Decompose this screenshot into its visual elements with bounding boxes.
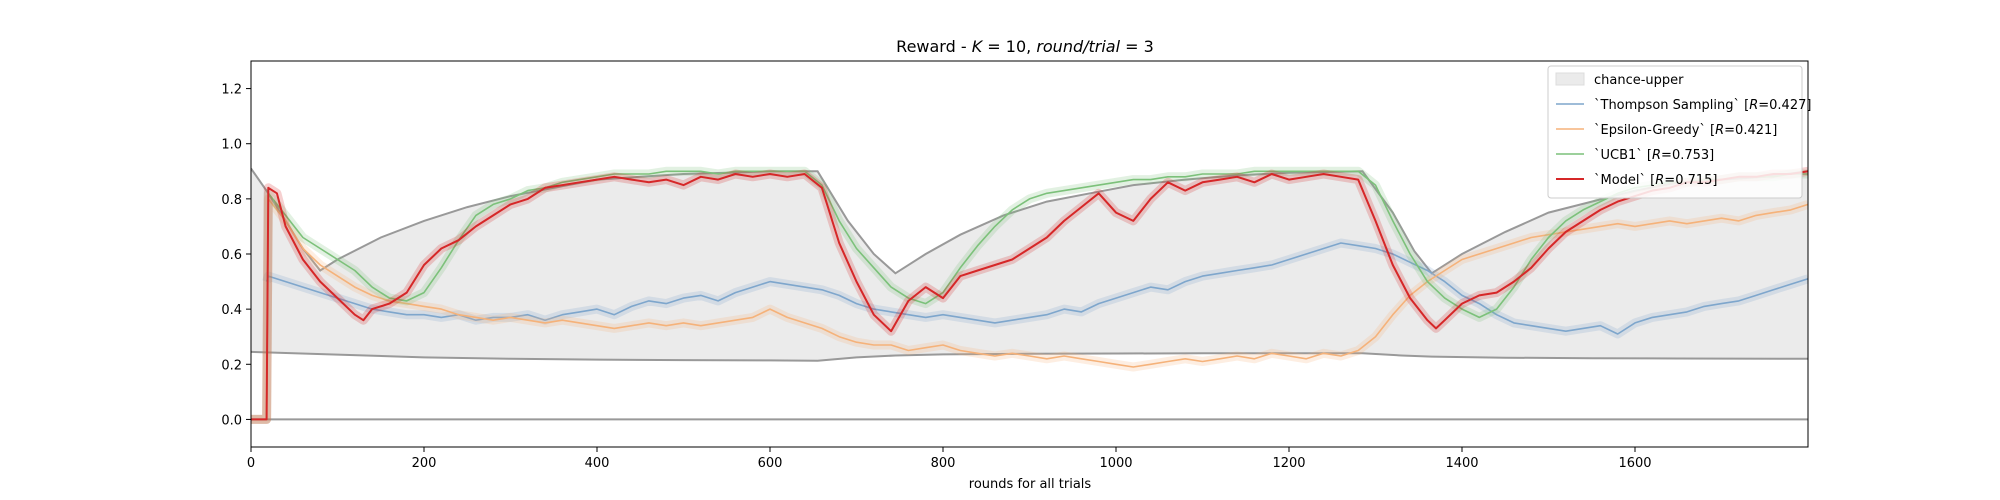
x-tick-label: 0 xyxy=(247,456,255,471)
legend-box xyxy=(1547,65,1803,199)
y-tick-label: 0.2 xyxy=(221,358,242,373)
plot-area xyxy=(251,166,1808,424)
y-tick-label: 0.6 xyxy=(221,248,242,263)
legend-label-series-0: `Thompson Sampling` [R=0.427] xyxy=(1594,98,1811,113)
series-2-line xyxy=(251,170,1808,421)
x-tick-label: 800 xyxy=(931,456,956,471)
chance-upper-line xyxy=(251,167,1808,275)
x-tick-label: 1400 xyxy=(1445,456,1478,471)
y-tick-label: 0.4 xyxy=(221,303,242,318)
x-tick-label: 1200 xyxy=(1272,456,1305,471)
x-tick-label: 600 xyxy=(758,456,783,471)
series-group xyxy=(251,166,1808,424)
legend-label-series-3: `Model` [R=0.715] xyxy=(1594,173,1717,188)
legend-label-series-2: `UCB1` [R=0.753] xyxy=(1594,148,1714,163)
x-tick-label: 400 xyxy=(585,456,610,471)
chance-upper-band xyxy=(251,168,1808,361)
y-tick-label: 1.2 xyxy=(221,83,242,98)
legend: chance-upper `Thompson Sampling` [R=0.427… xyxy=(1547,65,1811,199)
y-tick-label: 0.8 xyxy=(221,193,242,208)
y-tick-label: 1.0 xyxy=(221,138,242,153)
series-1-line xyxy=(251,198,1808,421)
legend-items: chance-upper `Thompson Sampling` [R=0.427… xyxy=(1555,72,1811,188)
series-3-line xyxy=(251,170,1808,421)
y-tick-label: 0.0 xyxy=(221,413,242,428)
chart-title: Reward - K = 10, round/trial = 3 xyxy=(896,37,1154,56)
legend-label-series-1: `Epsilon-Greedy` [R=0.421] xyxy=(1594,123,1777,138)
y-axis: 0.0 0.2 0.4 0.6 0.8 1.0 1.2 xyxy=(221,83,251,428)
legend-label-chance-upper: chance-upper xyxy=(1594,73,1684,88)
x-axis: 0 200 400 600 800 1000 1200 1400 1600 xyxy=(247,447,1652,471)
x-tick-label: 1600 xyxy=(1618,456,1651,471)
x-tick-label: 200 xyxy=(412,456,437,471)
x-axis-label: rounds for all trials xyxy=(969,477,1092,492)
legend-swatch-chance-upper xyxy=(1555,72,1585,86)
x-tick-label: 1000 xyxy=(1099,456,1132,471)
